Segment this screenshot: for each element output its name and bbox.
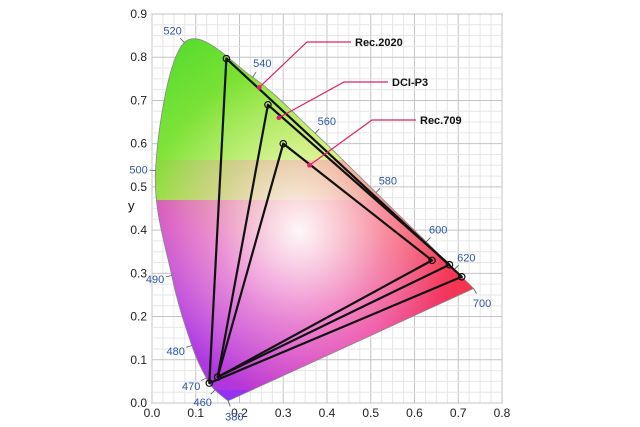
annotation-rec-2020: Rec.2020 bbox=[256, 37, 403, 90]
annotation-dot bbox=[256, 85, 262, 90]
annotation-leader bbox=[258, 41, 351, 88]
y-tick-label: 0.9 bbox=[130, 7, 147, 21]
wavelength-label: 520 bbox=[163, 25, 181, 37]
wavelength-tick bbox=[375, 187, 381, 193]
wavelength-tick bbox=[473, 288, 477, 294]
annotation-label: Rec.2020 bbox=[355, 37, 403, 49]
wavelength-tick bbox=[185, 345, 192, 348]
wavelength-tick bbox=[454, 264, 459, 270]
primary-marker bbox=[428, 256, 436, 265]
gamut-triangle bbox=[208, 57, 463, 385]
primary-marker bbox=[264, 100, 272, 109]
y-tick-label: 0.8 bbox=[130, 50, 147, 64]
annotation-label: DCI-P3 bbox=[392, 77, 428, 89]
annotation-dci-p3: DCI-P3 bbox=[276, 77, 428, 121]
annotation-leader bbox=[309, 119, 416, 166]
gamut-rec-2020 bbox=[205, 54, 466, 387]
primary-marker bbox=[213, 373, 222, 381]
y-tick-label: 0.5 bbox=[130, 180, 147, 194]
annotations: Rec.2020 DCI-P3 Rec.709 bbox=[256, 37, 462, 168]
wavelength-tick bbox=[314, 128, 320, 134]
y-tick-label: 0.7 bbox=[130, 93, 147, 107]
gamut-triangle bbox=[216, 142, 434, 379]
wavelength-label: 540 bbox=[253, 58, 271, 70]
wavelength-tick bbox=[165, 275, 172, 278]
y-axis-label: y bbox=[128, 198, 135, 213]
wavelength-tick bbox=[227, 400, 231, 407]
wavelength-label: 490 bbox=[146, 274, 164, 286]
wavelength-label: 460 bbox=[194, 397, 212, 409]
x-tick-label: 0.6 bbox=[406, 406, 423, 420]
wavelength-tick bbox=[426, 237, 431, 243]
annotation-leader bbox=[278, 81, 388, 119]
wavelength-label: 500 bbox=[129, 165, 147, 177]
y-tick-label: 0.6 bbox=[130, 137, 147, 151]
annotation-rec-709: Rec.709 bbox=[307, 115, 462, 168]
primary-marker bbox=[205, 379, 214, 387]
wavelength-labels: 380 460 470 480 490 500 520 540 560 580 600 620 700 bbox=[129, 25, 491, 423]
x-tick-label: 0.7 bbox=[450, 406, 467, 420]
wavelength-label: 560 bbox=[318, 116, 336, 128]
primary-marker bbox=[457, 272, 466, 281]
x-tick-label: 0.0 bbox=[144, 406, 161, 420]
spectral-locus bbox=[154, 38, 475, 402]
annotation-dot bbox=[276, 115, 282, 121]
wavelength-label: 580 bbox=[379, 175, 397, 187]
primary-marker bbox=[445, 260, 454, 269]
x-tick-label: 0.4 bbox=[319, 406, 336, 420]
y-tick-label: 0.4 bbox=[130, 223, 147, 237]
wavelength-label: 380 bbox=[225, 412, 243, 424]
wavelength-tick bbox=[252, 71, 257, 78]
gamut-triangles bbox=[205, 54, 466, 387]
annotation-label: Rec.709 bbox=[420, 115, 462, 127]
x-tick-labels: 0.0 0.1 0.2 0.3 0.4 0.5 0.6 0.7 0.8 bbox=[144, 406, 511, 420]
wavelength-label: 480 bbox=[167, 346, 185, 358]
x-tick-label: 0.2 bbox=[231, 406, 248, 420]
y-tick-labels: 0.0 0.1 0.2 0.3 0.4 0.5 0.6 0.7 0.8 0.9 bbox=[130, 7, 147, 410]
y-tick-label: 0.3 bbox=[130, 266, 147, 280]
y-tick-label: 0.1 bbox=[130, 353, 147, 367]
wavelength-tick bbox=[210, 389, 216, 395]
wavelength-label: 470 bbox=[182, 381, 200, 393]
wavelength-label: 600 bbox=[429, 225, 447, 237]
x-tick-label: 0.3 bbox=[275, 406, 292, 420]
gamut-triangle bbox=[216, 103, 451, 379]
wavelength-label: 700 bbox=[473, 298, 491, 310]
wavelength-tick bbox=[179, 37, 185, 43]
y-tick-label: 0.0 bbox=[130, 396, 147, 410]
wavelength-label: 620 bbox=[457, 252, 475, 264]
x-tick-label: 0.1 bbox=[187, 406, 204, 420]
primary-marker bbox=[222, 54, 231, 63]
gamut-rec-709 bbox=[213, 139, 436, 381]
y-tick-label: 0.2 bbox=[130, 310, 147, 324]
wavelength-tick bbox=[200, 377, 207, 382]
primary-marker bbox=[279, 139, 288, 148]
annotation-dot bbox=[307, 162, 312, 168]
x-tick-label: 0.5 bbox=[362, 406, 379, 420]
x-tick-label: 0.8 bbox=[494, 406, 511, 420]
